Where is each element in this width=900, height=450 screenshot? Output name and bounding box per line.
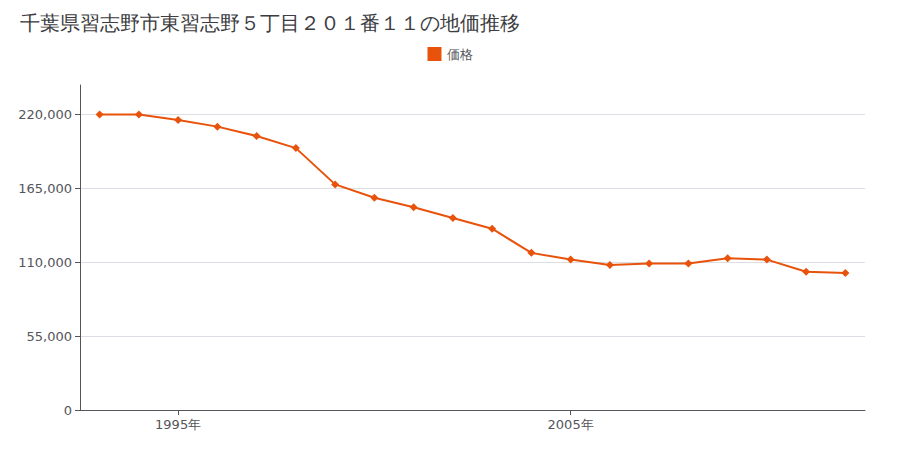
svg-text:220,000: 220,000 <box>18 107 72 122</box>
svg-text:110,000: 110,000 <box>18 255 72 270</box>
svg-text:1995年: 1995年 <box>155 417 201 432</box>
svg-text:0: 0 <box>64 403 72 418</box>
svg-text:2005年: 2005年 <box>548 417 594 432</box>
svg-text:価格: 価格 <box>447 47 473 62</box>
svg-text:千葉県習志野市東習志野５丁目２０１番１１の地価推移: 千葉県習志野市東習志野５丁目２０１番１１の地価推移 <box>20 11 520 35</box>
svg-text:165,000: 165,000 <box>18 181 72 196</box>
svg-text:55,000: 55,000 <box>27 329 73 344</box>
